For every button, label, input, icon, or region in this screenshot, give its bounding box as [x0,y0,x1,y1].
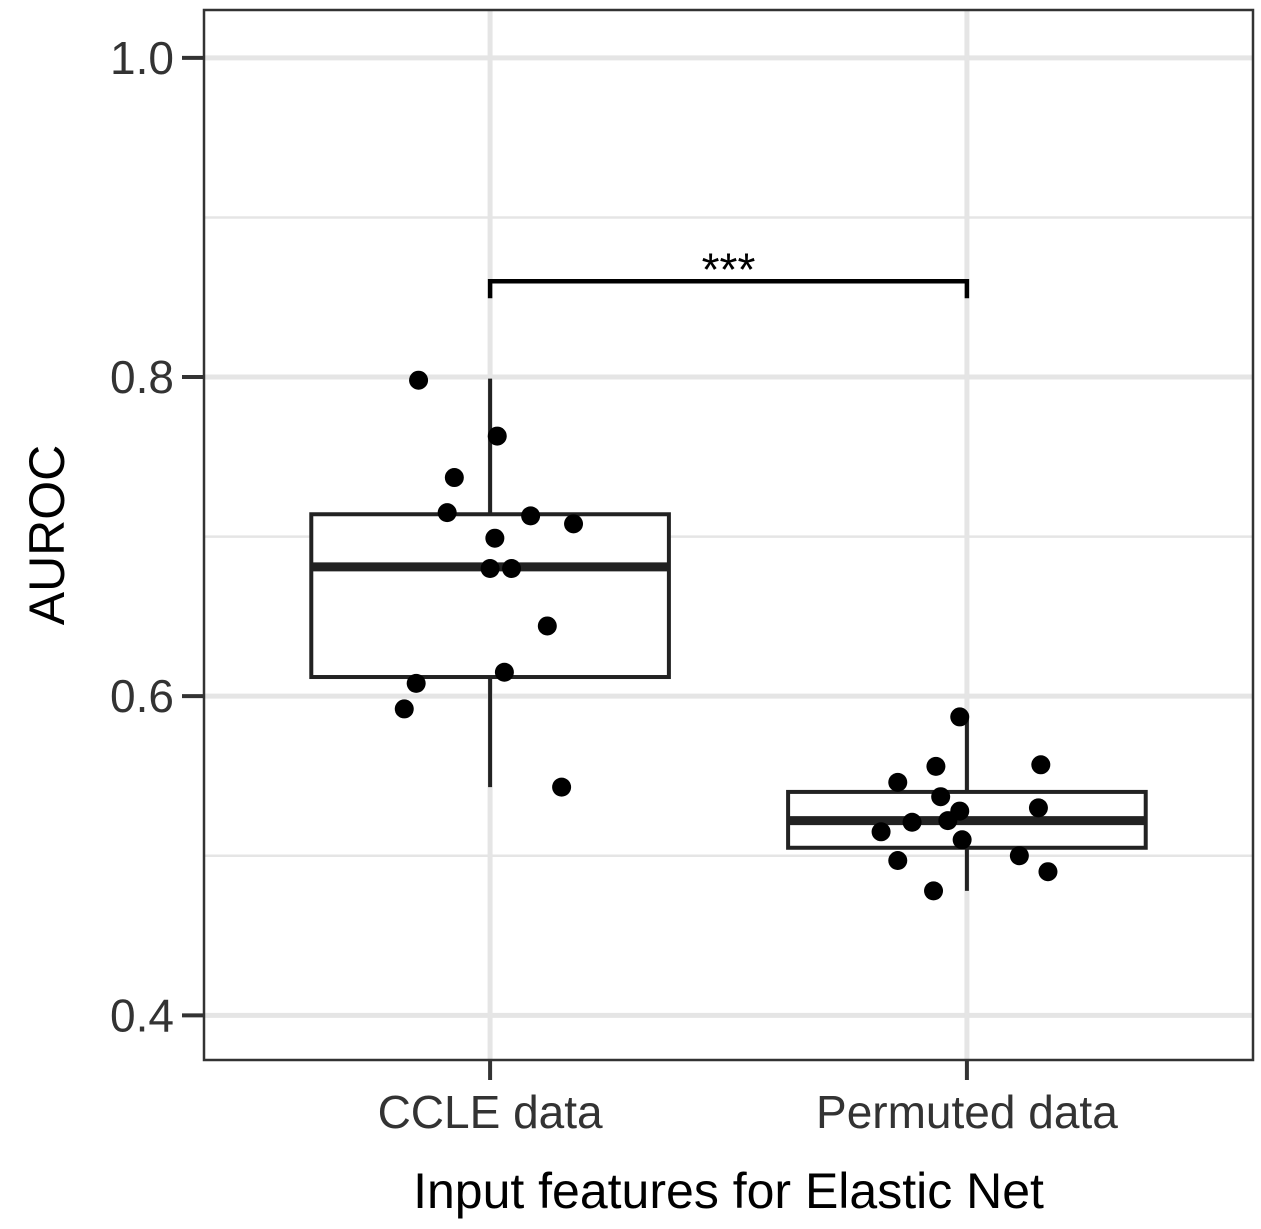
data-point [888,851,908,871]
data-point [924,881,944,901]
data-point [521,506,541,526]
data-point [537,616,557,636]
data-point [1031,755,1051,775]
significance-label: *** [702,243,756,295]
x-axis-title: Input features for Elastic Net [413,1163,1044,1219]
data-point [480,559,500,579]
data-point [494,662,514,682]
data-point [902,812,922,832]
data-point [406,673,426,693]
data-point [502,559,522,579]
x-tick-label: Permuted data [816,1086,1118,1138]
y-tick-label: 0.6 [110,670,174,722]
plot-panel-border [202,8,1255,1062]
data-point [1009,846,1029,866]
data-point [938,811,958,831]
data-point [926,756,946,776]
data-point [552,777,572,797]
y-axis-title: AUROC [19,445,75,626]
box-plots [309,378,1148,891]
y-tick-label: 0.8 [110,351,174,403]
data-point [888,772,908,792]
data-points [394,370,1058,901]
significance-annotation: *** [487,243,970,299]
data-point [409,370,429,390]
y-tick-label: 0.4 [110,989,174,1041]
x-tick-label: CCLE data [378,1086,603,1138]
data-point [871,822,891,842]
data-point [1038,862,1058,882]
data-point [444,468,464,488]
data-point [931,787,951,807]
data-point [437,503,457,523]
significance-bracket [487,279,970,299]
data-point [950,707,970,727]
data-point [485,528,505,548]
data-point [564,514,584,534]
y-tick-label: 1.0 [110,32,174,84]
data-point [394,699,414,719]
data-point [487,426,507,446]
data-point [952,830,972,850]
data-point [1028,798,1048,818]
axes: 0.4 0.6 0.8 1.0 CCLE data Permuted data [110,32,1118,1138]
